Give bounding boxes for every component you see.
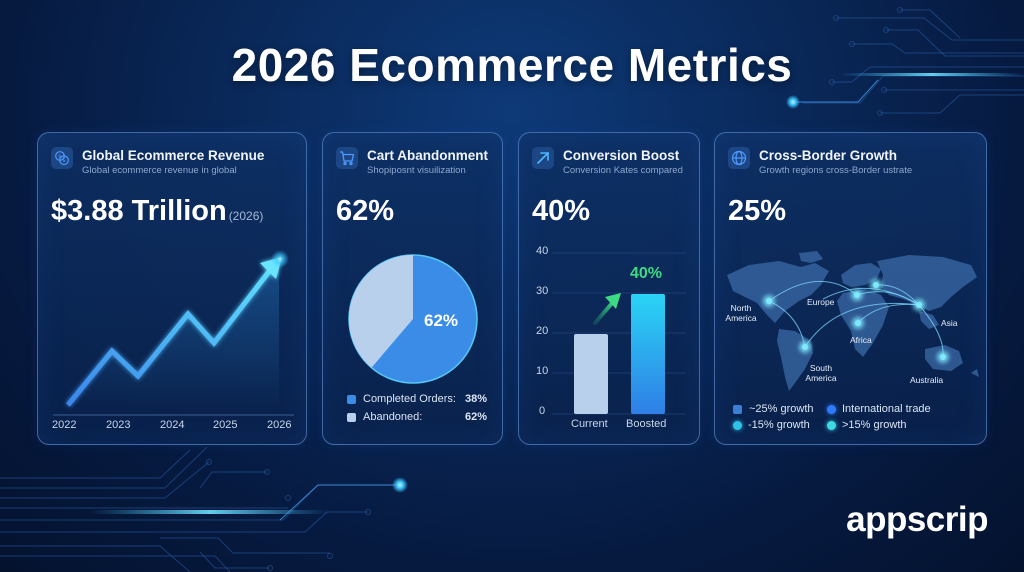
x-tick: 2023 [106, 419, 131, 431]
revenue-line-chart [53, 250, 294, 416]
legend-swatch [827, 404, 836, 414]
y-tick: 0 [539, 405, 546, 417]
conversion-boost-card: Conversion Boost Conversion Kates compar… [518, 132, 700, 445]
legend-completed: Completed Orders: 38% [347, 393, 487, 405]
y-tick: 40 [536, 245, 549, 257]
brand-logo: appscrip [846, 500, 988, 539]
legend-swatch [733, 420, 742, 430]
card-subtitle: Shopiposnt visuilization [367, 165, 466, 176]
card-subtitle: Growth regions cross-Border ustrate [759, 165, 913, 176]
legend-swatch [733, 404, 742, 414]
cart-value: 62% [336, 195, 395, 227]
y-tick: 20 [536, 325, 549, 337]
globe-icon [728, 147, 750, 169]
cart-abandonment-card: Cart Abandonment Shopiposnt visuilizatio… [322, 132, 503, 445]
arrow-up-right-icon [532, 147, 554, 169]
legend-item: International trade [827, 403, 931, 415]
legend-item: ~25% growth [733, 403, 814, 415]
bar-label-current: Current [571, 418, 608, 430]
region-label-australia: Australia [910, 375, 944, 385]
value-note: (2026) [228, 209, 264, 223]
x-tick: 2024 [160, 419, 185, 431]
y-tick: 30 [536, 285, 549, 297]
legend-item: >15% growth [827, 419, 907, 431]
legend-item: -15% growth [733, 419, 810, 431]
cart-icon [336, 147, 358, 169]
page-title: 2026 Ecommerce Metrics [231, 39, 793, 91]
crossborder-value: 25% [728, 195, 787, 227]
region-label-north-america: North America [725, 303, 757, 323]
world-map [727, 251, 979, 391]
x-tick: 2025 [213, 419, 238, 431]
cart-pie-chart: 62% [348, 254, 478, 384]
cross-border-card: Cross-Border Growth Growth regions cross… [714, 132, 987, 445]
region-label-europe: Europe [807, 297, 835, 307]
conversion-value: 40% [532, 195, 591, 227]
x-tick: 2022 [52, 419, 77, 431]
boost-callout: 40% [630, 265, 663, 282]
revenue-value: $3.88 Trillion (2026) [51, 195, 264, 227]
svg-text:$: $ [58, 154, 62, 160]
region-label-asia: Asia [941, 318, 958, 328]
card-title: Cross-Border Growth [759, 148, 898, 163]
legend-abandoned: Abandoned: 62% [347, 411, 487, 423]
card-title: Conversion Boost [563, 148, 680, 163]
legend-swatch [347, 394, 356, 404]
region-label-south-america: South America [805, 363, 837, 383]
x-tick: 2026 [267, 419, 292, 431]
pie-label: 62% [424, 311, 458, 330]
card-subtitle: Global ecommerce revenue in global [82, 165, 237, 176]
y-tick: 10 [536, 365, 549, 377]
coins-icon: $ $ [51, 147, 73, 169]
region-label-africa: Africa [850, 335, 872, 345]
conversion-bar-chart [552, 252, 686, 415]
legend-swatch [347, 412, 356, 422]
legend-swatch [827, 420, 836, 430]
card-title: Global Ecommerce Revenue [82, 148, 265, 163]
svg-text:$: $ [62, 158, 66, 164]
revenue-card: $ $ Global Ecommerce Revenue Global ecom… [37, 132, 307, 445]
card-subtitle: Conversion Kates compared [563, 165, 683, 176]
card-title: Cart Abandonment [367, 148, 488, 163]
bar-label-boosted: Boosted [626, 418, 667, 430]
